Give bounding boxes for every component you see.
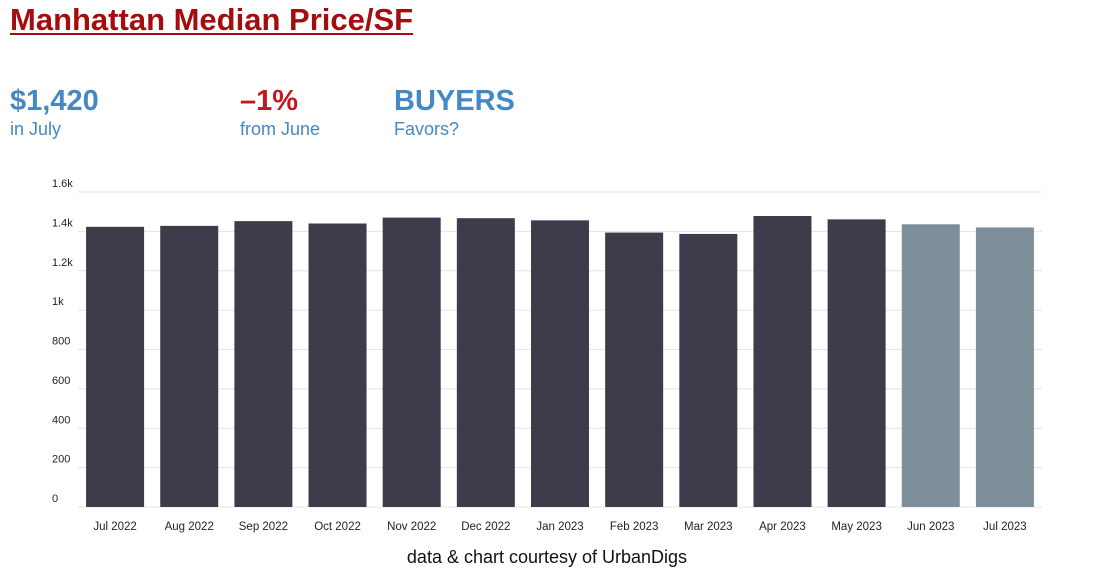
kpi-change-label: from June — [240, 119, 321, 139]
x-tick-label: Oct 2022 — [314, 521, 361, 533]
y-tick-label: 1k — [52, 296, 64, 308]
chart-title: Manhattan Median Price/SF — [10, 2, 414, 37]
x-tick-label: Feb 2023 — [610, 521, 659, 533]
bar — [234, 221, 293, 507]
bar — [975, 227, 1034, 507]
bar — [679, 233, 738, 507]
y-tick-label: 1.4k — [52, 217, 73, 229]
y-tick-label: 800 — [52, 336, 70, 348]
y-tick-label: 400 — [52, 414, 70, 426]
y-tick-label: 600 — [52, 375, 70, 387]
x-tick-label: Aug 2022 — [165, 521, 214, 533]
kpi-favors-label: Favors? — [394, 119, 460, 139]
bar — [456, 218, 515, 507]
x-tick-label: Dec 2022 — [461, 521, 510, 533]
x-tick-label: Apr 2023 — [759, 521, 806, 533]
bar — [605, 232, 664, 507]
kpi-price-value: $1,420 — [10, 85, 99, 117]
bar — [86, 226, 145, 508]
bar — [308, 223, 367, 507]
y-tick-label: 1.2k — [52, 257, 73, 269]
bar — [901, 224, 960, 507]
kpi-price: $1,420 in July — [10, 84, 99, 140]
bar — [160, 225, 219, 508]
x-tick-label: May 2023 — [831, 521, 882, 533]
y-tick-label: 0 — [52, 493, 58, 505]
kpi-change-value: –1% — [240, 85, 299, 117]
chart-credit: data & chart courtesy of UrbanDigs — [406, 547, 688, 567]
kpi-favors-value: BUYERS — [394, 85, 515, 117]
bar — [531, 220, 589, 507]
x-tick-label: Jul 2022 — [93, 521, 136, 533]
kpi-favors: BUYERS Favors? — [394, 84, 515, 140]
x-tick-label: Jul 2023 — [983, 521, 1026, 533]
y-tick-label: 200 — [52, 454, 70, 466]
x-tick-label: Mar 2023 — [684, 521, 733, 533]
x-tick-label: Jan 2023 — [536, 521, 583, 533]
x-tick-label: Jun 2023 — [907, 521, 954, 533]
x-tick-label: Sep 2022 — [239, 521, 288, 533]
bar — [753, 216, 812, 508]
y-tick-label: 1.6k — [52, 178, 73, 190]
kpi-price-label: in July — [10, 119, 62, 139]
kpi-change: –1% from June — [240, 84, 320, 140]
bar — [382, 217, 441, 507]
x-tick-label: Nov 2022 — [387, 521, 436, 533]
bar — [827, 219, 886, 507]
